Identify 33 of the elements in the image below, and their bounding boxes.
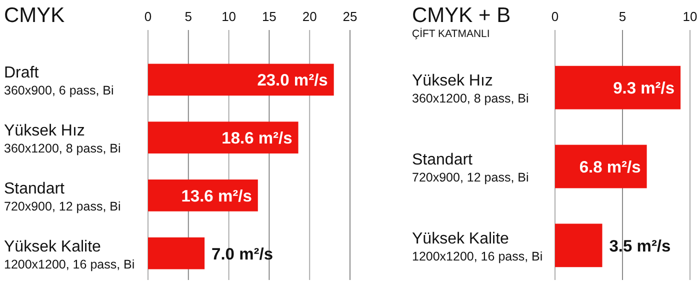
bar	[555, 66, 681, 110]
bar	[148, 122, 298, 154]
y-tick-label: Yüksek Kalite 1200x1200, 16 pass, Bi	[412, 230, 543, 264]
data-label: 6.8 m²/s	[579, 158, 641, 176]
x-tick-label: 5	[184, 9, 192, 24]
y-tick-label: Standart 720x900, 12 pass, Bi	[4, 180, 121, 214]
x-tick-label: 0	[551, 9, 559, 24]
data-label: 23.0 m²/s	[257, 72, 328, 90]
x-tick-label: 10	[222, 9, 236, 24]
bar	[555, 224, 602, 268]
data-label: 7.0 m²/s	[212, 245, 274, 264]
text: ÇİFT KATMANLI	[412, 27, 490, 40]
bar	[148, 237, 205, 270]
y-tick-label: Yüksek Kalite 1200x1200, 16 pass, Bi	[4, 238, 135, 272]
y-tick-label: Yüksek Hız 360x1200, 8 pass, Bi	[4, 122, 121, 156]
x-tick-label: 20	[302, 9, 317, 24]
y-tick-label: Standart 720x900, 12 pass, Bi	[412, 152, 529, 184]
bar	[148, 180, 258, 212]
x-tick-label: 0	[144, 9, 152, 24]
y-tick-label: Draft 360x900, 6 pass, Bi	[4, 64, 114, 98]
x-tick-label: 15	[262, 9, 276, 24]
data-label: 18.6 m²/s	[222, 130, 292, 148]
y-tick-label: Yüksek Hız 360x1200, 8 pass, Bi	[412, 72, 529, 106]
bar	[148, 64, 334, 96]
x-tick-label: 5	[618, 9, 626, 24]
x-tick-label: 25	[342, 9, 358, 24]
data-label: 3.5 m²/s	[609, 237, 671, 256]
bar	[555, 144, 647, 188]
data-label: 9.3 m²/s	[613, 80, 675, 98]
chart-title: CMYK + B	[412, 4, 511, 27]
data-label: 13.6 m²/s	[181, 187, 252, 206]
chart-title: CMYK	[4, 4, 65, 27]
x-tick-label: 10	[682, 9, 698, 24]
